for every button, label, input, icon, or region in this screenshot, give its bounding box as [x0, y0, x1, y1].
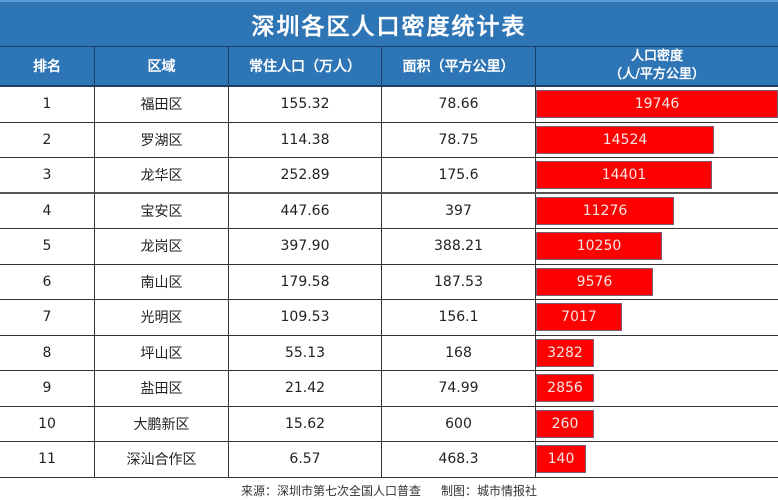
population-cell: 114.38 [229, 122, 382, 157]
district-cell: 深汕合作区 [95, 442, 229, 477]
density-bar: 14401 [536, 161, 712, 189]
density-cell: 260 [536, 407, 778, 442]
density-bar: 140 [536, 445, 586, 473]
population-cell: 179.58 [229, 264, 382, 299]
density-bar: 14524 [536, 125, 714, 154]
table-row: 7 光明区 109.53 156.1 7017 [0, 300, 778, 336]
density-cell: 11276 [536, 194, 778, 229]
rank-cell: 7 [0, 300, 95, 335]
population-cell: 252.89 [229, 158, 382, 192]
header-district: 区域 [95, 47, 229, 85]
density-cell: 140 [536, 442, 778, 477]
density-cell: 7017 [536, 300, 778, 335]
district-cell: 坪山区 [95, 335, 229, 370]
table-row: 9 盐田区 21.42 74.99 2856 [0, 371, 778, 407]
rank-cell: 6 [0, 264, 95, 299]
header-area: 面积（平方公里） [382, 47, 536, 85]
table-row: 2 罗湖区 114.38 78.75 14524 [0, 122, 778, 158]
rank-cell: 1 [0, 87, 95, 122]
credit-text: 制图：城市情报社 [441, 483, 538, 498]
table-row: 10 大鹏新区 15.62 600 260 [0, 406, 778, 442]
district-cell: 罗湖区 [95, 122, 229, 157]
rank-cell: 5 [0, 229, 95, 264]
district-cell: 盐田区 [95, 371, 229, 406]
area-cell: 168 [382, 335, 536, 370]
table-row: 8 坪山区 55.13 168 3282 [0, 335, 778, 371]
rank-cell: 8 [0, 335, 95, 370]
page-title: 深圳各区人口密度统计表 [251, 14, 527, 40]
area-cell: 78.66 [382, 87, 536, 122]
rank-cell: 9 [0, 371, 95, 406]
district-cell: 南山区 [95, 264, 229, 299]
rank-cell: 2 [0, 122, 95, 157]
population-cell: 397.90 [229, 229, 382, 264]
density-bar: 3282 [536, 338, 594, 367]
density-cell: 10250 [536, 229, 778, 264]
area-cell: 600 [382, 406, 536, 441]
population-cell: 109.53 [229, 300, 382, 335]
table-row: 6 南山区 179.58 187.53 9576 [0, 264, 778, 300]
table-row: 3 龙华区 252.89 175.6 14401 [0, 158, 778, 194]
population-cell: 155.32 [229, 87, 382, 122]
density-bar: 9576 [536, 267, 653, 296]
table-row: 11 深汕合作区 6.57 468.3 140 [0, 442, 778, 478]
density-cell: 14524 [536, 123, 778, 158]
population-cell: 447.66 [229, 193, 382, 228]
table-header-row: 排名 区域 常住人口（万人） 面积（平方公里） 人口密度 （人/平方公里） [0, 46, 778, 87]
footer-note: 来源：深圳市第七次全国人口普查 制图：城市情报社 [0, 480, 778, 500]
district-cell: 光明区 [95, 300, 229, 335]
area-cell: 156.1 [382, 300, 536, 335]
area-cell: 468.3 [382, 442, 536, 477]
population-cell: 55.13 [229, 335, 382, 370]
rank-cell: 10 [0, 406, 95, 441]
density-bar: 10250 [536, 232, 662, 260]
table-row: 4 宝安区 447.66 397 11276 [0, 193, 778, 229]
population-cell: 6.57 [229, 442, 382, 477]
density-cell: 9576 [536, 265, 778, 300]
source-text: 来源：深圳市第七次全国人口普查 [240, 483, 421, 498]
table-row: 1 福田区 155.32 78.66 19746 [0, 87, 778, 123]
header-population: 常住人口（万人） [229, 47, 382, 85]
rank-cell: 4 [0, 193, 95, 228]
rank-cell: 3 [0, 158, 95, 192]
header-density: 人口密度 （人/平方公里） [536, 47, 778, 85]
area-cell: 175.6 [382, 158, 536, 192]
table-title-bar: 深圳各区人口密度统计表 [0, 0, 778, 46]
table-row: 5 龙岗区 397.90 388.21 10250 [0, 229, 778, 265]
rank-cell: 11 [0, 442, 95, 477]
density-cell: 14401 [536, 158, 778, 192]
density-cell: 2856 [536, 371, 778, 406]
density-cell: 19746 [536, 87, 778, 122]
density-bar: 2856 [536, 374, 594, 402]
area-cell: 74.99 [382, 371, 536, 406]
district-cell: 福田区 [95, 87, 229, 122]
density-bar: 7017 [536, 303, 622, 331]
header-rank: 排名 [0, 47, 95, 85]
population-cell: 15.62 [229, 406, 382, 441]
district-cell: 大鹏新区 [95, 406, 229, 441]
density-bar: 19746 [536, 90, 778, 118]
header-density-line1: 人口密度 [630, 49, 683, 64]
district-cell: 宝安区 [95, 193, 229, 228]
density-bar: 11276 [536, 196, 674, 225]
header-density-line2: （人/平方公里） [609, 67, 705, 82]
area-cell: 397 [382, 193, 536, 228]
area-cell: 187.53 [382, 264, 536, 299]
district-cell: 龙华区 [95, 158, 229, 192]
area-cell: 78.75 [382, 122, 536, 157]
density-cell: 3282 [536, 336, 778, 371]
district-cell: 龙岗区 [95, 229, 229, 264]
population-cell: 21.42 [229, 371, 382, 406]
area-cell: 388.21 [382, 229, 536, 264]
density-bar: 260 [536, 409, 594, 438]
